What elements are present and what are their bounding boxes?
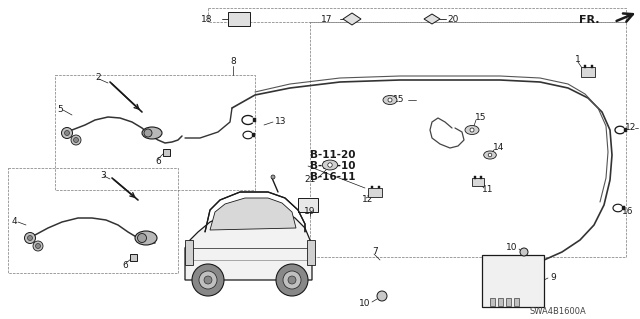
Circle shape [33,241,43,251]
Text: 12: 12 [362,196,373,204]
Circle shape [204,276,212,284]
Text: B-16-11: B-16-11 [310,172,355,182]
Text: 15: 15 [475,114,486,122]
Bar [624,128,627,132]
Text: 18: 18 [200,14,212,24]
Text: 8: 8 [230,57,236,66]
Bar [307,240,315,265]
Polygon shape [210,198,296,230]
Bar [185,240,193,265]
Circle shape [276,264,308,296]
Bar [228,12,250,26]
Bar [310,22,626,257]
Text: B-16-10: B-16-10 [310,161,355,171]
Circle shape [271,175,275,179]
Circle shape [74,137,79,143]
Bar [591,65,593,68]
Circle shape [35,243,40,249]
Text: 13: 13 [275,117,287,127]
Text: 20: 20 [447,14,458,24]
Bar [472,178,484,186]
Circle shape [377,291,387,301]
Bar [490,298,495,306]
Ellipse shape [135,231,157,245]
Text: 2: 2 [95,73,100,83]
Circle shape [520,248,528,256]
Ellipse shape [484,151,496,159]
Ellipse shape [383,95,397,105]
Text: 11: 11 [482,186,493,195]
Bar [163,149,170,156]
Text: 10: 10 [506,243,517,253]
Bar [253,118,256,122]
Bar [584,65,586,68]
Ellipse shape [142,127,162,139]
Polygon shape [424,14,440,24]
Text: 10: 10 [358,300,370,308]
Bar [371,186,372,188]
Circle shape [192,264,224,296]
Text: 6: 6 [122,261,128,270]
Circle shape [24,233,35,243]
Bar [498,298,503,306]
Circle shape [288,276,296,284]
Bar [368,188,382,197]
Text: 5: 5 [57,106,63,115]
Text: FR.: FR. [579,15,600,25]
Circle shape [328,163,332,167]
Circle shape [28,235,33,241]
Circle shape [65,130,70,136]
Bar [130,254,137,261]
Circle shape [488,153,492,157]
Circle shape [138,234,147,242]
Bar [480,176,482,179]
Circle shape [470,128,474,132]
Polygon shape [343,13,361,25]
Text: 21: 21 [305,175,316,184]
Circle shape [71,135,81,145]
Text: 15: 15 [393,95,404,105]
Bar [378,186,380,188]
Circle shape [283,271,301,289]
Text: 14: 14 [493,144,504,152]
Text: 9: 9 [550,273,556,283]
Ellipse shape [465,125,479,135]
Circle shape [199,271,217,289]
Circle shape [144,129,152,137]
Text: B-11-20: B-11-20 [310,150,355,160]
Bar [622,206,625,210]
Text: 6: 6 [155,157,161,166]
Text: 16: 16 [622,207,634,217]
Bar [514,298,519,306]
Bar [55,75,255,190]
Bar [208,8,626,22]
Bar [8,168,178,273]
Text: 3: 3 [100,170,106,180]
Bar [298,198,318,212]
Text: SWA4B1600A: SWA4B1600A [530,308,587,316]
Bar [581,67,595,77]
Bar [474,176,476,179]
Circle shape [388,98,392,102]
Text: 1: 1 [575,56,580,64]
Circle shape [61,128,72,138]
Bar [252,133,255,137]
Polygon shape [185,210,312,280]
Text: 7: 7 [372,248,378,256]
Bar [482,255,544,307]
Text: 4: 4 [12,218,18,226]
Ellipse shape [323,160,338,170]
Text: 12: 12 [625,123,636,132]
Text: 19: 19 [304,207,316,217]
Bar [506,298,511,306]
Text: 17: 17 [321,14,332,24]
